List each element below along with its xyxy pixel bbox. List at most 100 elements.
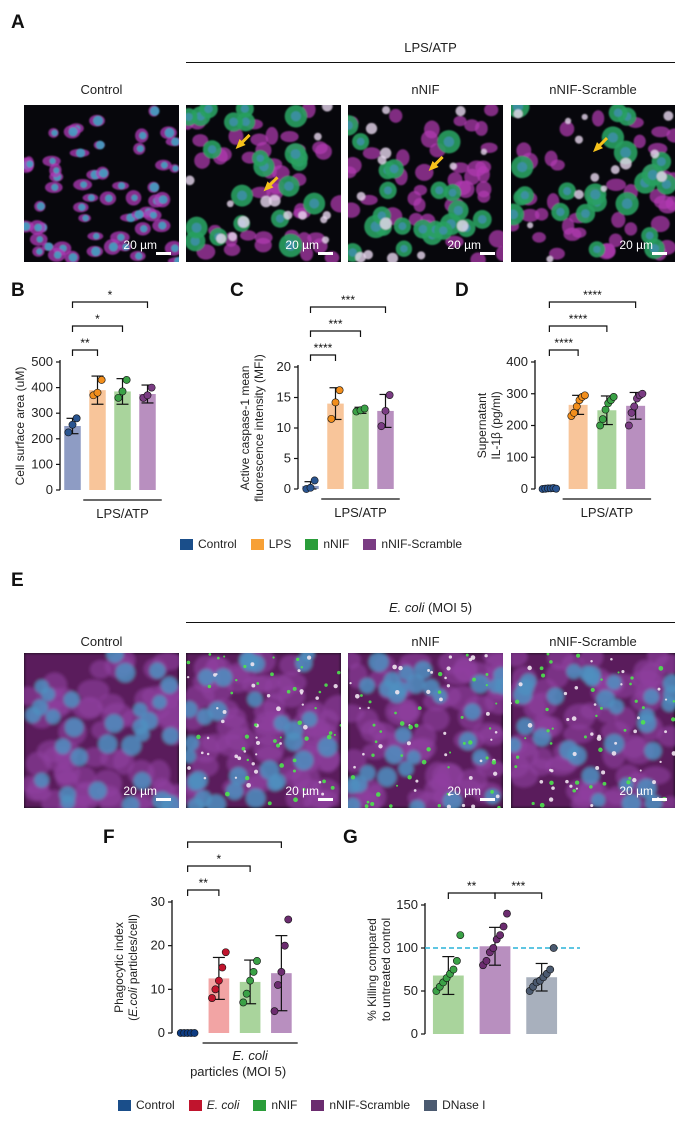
significance-label: ** — [467, 879, 477, 893]
y-tick-label: 150 — [396, 897, 418, 912]
condition-label-nnif-scramble: nNIF-Scramble — [549, 82, 637, 97]
y-tick-label: 10 — [151, 981, 165, 996]
y-tick-label: 300 — [31, 405, 53, 420]
significance-label: **** — [583, 290, 602, 302]
scale-bar-label: 20 µm — [123, 238, 157, 252]
y-axis-label: fluorescence intensity (MFI) — [252, 354, 266, 501]
data-point — [190, 1029, 199, 1037]
scale-bar-label: 20 µm — [123, 784, 157, 798]
micrograph-a-nnif: 20 µm — [348, 105, 503, 262]
scale-bar — [318, 798, 333, 801]
bar — [352, 410, 369, 489]
legend-item-control-2: Control — [118, 1098, 175, 1112]
data-point — [327, 414, 336, 423]
data-point — [624, 421, 633, 430]
significance-bracket — [71, 325, 124, 332]
significance-bracket — [309, 306, 387, 313]
scale-bar — [480, 798, 495, 801]
data-point — [221, 948, 230, 957]
micrograph-a-nnif-scramble: 20 µm — [511, 105, 675, 262]
legend-label: LPS — [268, 537, 292, 551]
data-point — [147, 383, 156, 392]
legend-swatch — [424, 1099, 438, 1111]
y-axis-label: Cell surface area (uM) — [13, 367, 27, 486]
y-tick-label: 20 — [277, 359, 291, 374]
group-label-moi: (MOI 5) — [424, 600, 473, 615]
bar — [377, 410, 394, 489]
scale-bar — [652, 252, 667, 255]
scale-bar — [652, 798, 667, 801]
scale-bar — [156, 252, 171, 255]
condition-label-control: Control — [80, 82, 123, 97]
data-point — [208, 994, 216, 1002]
y-tick-label: 100 — [396, 940, 418, 955]
y-tick-label: 0 — [46, 482, 53, 497]
data-point — [503, 909, 511, 918]
legend-swatch — [250, 538, 264, 550]
data-point — [310, 476, 319, 485]
significance-label: * — [95, 312, 100, 326]
group-line-ecoli — [186, 622, 675, 624]
y-tick-label: 300 — [506, 386, 528, 401]
significance-label: * — [217, 852, 222, 866]
legend-item-nnif-scramble: nNIF-Scramble — [363, 537, 462, 551]
legend-item-nnif-2: nNIF — [253, 1098, 297, 1112]
data-point — [546, 965, 555, 974]
bar — [89, 390, 106, 490]
legend-swatch — [305, 538, 319, 550]
significance-label: * — [108, 290, 113, 302]
data-point — [449, 965, 458, 974]
micrograph-a-control: 20 µm — [24, 105, 179, 262]
data-point — [242, 989, 251, 998]
significance-label: *** — [511, 879, 525, 893]
legend-lps-conditions: Control LPS nNIF nNIF-Scramble — [180, 537, 476, 551]
group-label-italic: E. coli — [232, 1048, 269, 1063]
y-axis-label: Phagocytic index — [112, 922, 126, 1013]
y-tick-label: 50 — [404, 983, 418, 998]
condition-label-nnif: nNIF — [411, 82, 440, 97]
scale-bar — [156, 798, 171, 801]
y-tick-label: 200 — [31, 431, 53, 446]
y-axis-label: % Killing compared — [365, 918, 379, 1021]
legend-label: nNIF — [323, 537, 350, 551]
panel-letter-c: C — [230, 280, 244, 301]
data-point — [381, 407, 390, 415]
arrow-icon — [593, 142, 603, 153]
scale-bar — [318, 252, 333, 255]
legend-item-ecoli: E. coli — [188, 1098, 240, 1112]
y-tick-label: 100 — [31, 456, 53, 471]
panel-letter-e: E — [11, 570, 24, 591]
significance-bracket — [71, 349, 99, 356]
data-point — [239, 998, 248, 1007]
panel-letter-b: B — [11, 280, 25, 301]
legend-swatch — [118, 1099, 131, 1111]
significance-bracket — [494, 892, 543, 899]
data-point — [274, 981, 282, 989]
data-point — [496, 931, 505, 939]
legend-item-lps: LPS — [250, 537, 292, 551]
micrograph-image — [511, 105, 675, 262]
legend-swatch — [253, 1099, 267, 1111]
legend-label: E. coli — [206, 1098, 240, 1112]
y-tick-label: 5 — [284, 451, 291, 466]
y-tick-label: 0 — [411, 1026, 418, 1041]
legend-swatch — [311, 1099, 325, 1111]
data-point — [277, 967, 286, 976]
scale-bar-label: 20 µm — [447, 784, 481, 798]
data-point — [456, 931, 465, 939]
micrograph-e-nnif-scramble: 20 µm — [511, 653, 675, 808]
data-point — [630, 402, 639, 411]
micrograph-a-lps: 20 µm — [186, 105, 341, 262]
scale-bar-label: 20 µm — [285, 238, 319, 252]
significance-label: ** — [80, 336, 90, 350]
group-label-ecoli: E. coli — [388, 600, 425, 615]
group-label: LPS/ATP — [581, 505, 634, 520]
group-label: LPS/ATP — [96, 506, 149, 521]
data-point — [72, 414, 81, 423]
data-point — [306, 483, 315, 492]
panel-letter-g: G — [343, 827, 358, 848]
data-point — [377, 422, 386, 431]
arrow-icon — [433, 155, 444, 167]
micrograph-image — [186, 653, 341, 808]
